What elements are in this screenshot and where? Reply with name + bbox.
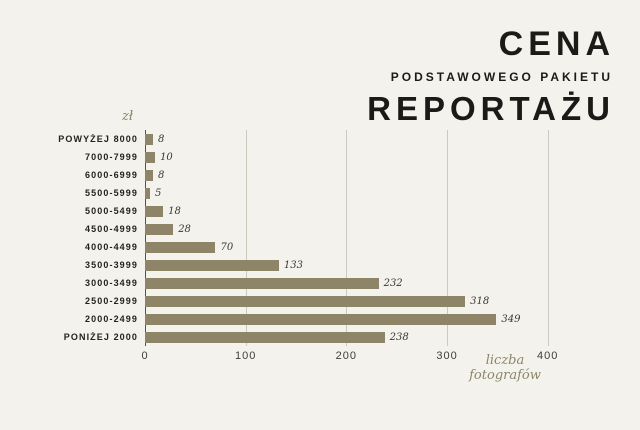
category-labels-column: POWYŻEJ 8000 7000-7999 6000-6999 5500-5999 5… xyxy=(0,130,138,346)
bar xyxy=(145,295,466,307)
x-tick-label: 0 xyxy=(141,350,149,362)
x-tick-label: 100 xyxy=(234,350,257,362)
bar xyxy=(145,187,151,199)
value-label: 318 xyxy=(470,295,490,307)
gridline xyxy=(245,130,247,346)
category-label: 5000-5499 xyxy=(85,206,138,216)
value-label: 70 xyxy=(220,241,234,253)
gridline xyxy=(447,130,449,346)
category-label: 5500-5999 xyxy=(85,188,138,198)
y-axis-unit-label: zł xyxy=(122,109,134,124)
value-label: 133 xyxy=(283,259,303,271)
bar-rows: 8 10 8 5 18 28 70 133 232 318 349 238 xyxy=(145,130,585,346)
chart-row: 5 xyxy=(145,184,585,202)
chart-row: 133 xyxy=(145,256,585,274)
chart-row: 10 xyxy=(145,148,585,166)
chart-row: 318 xyxy=(145,292,585,310)
title-line-cena: CENA xyxy=(498,25,615,63)
chart-row: 8 xyxy=(145,130,585,148)
category-label: 2500-2999 xyxy=(85,296,138,306)
chart-row: 70 xyxy=(145,238,585,256)
category-label: 6000-6999 xyxy=(85,170,138,180)
x-tick-label: 400 xyxy=(537,350,559,362)
bar xyxy=(145,277,379,289)
value-label: 28 xyxy=(178,223,191,235)
x-axis-unit-label: liczba fotografów xyxy=(469,353,541,383)
title-line-reportazu: REPORTAŻU xyxy=(367,90,615,128)
chart-row: 349 xyxy=(145,310,585,328)
category-label: 4000-4499 xyxy=(85,242,138,252)
gridline xyxy=(547,130,549,346)
bar xyxy=(145,169,154,181)
category-label: 3500-3999 xyxy=(85,260,138,270)
bar xyxy=(145,133,154,145)
bar xyxy=(145,331,385,343)
chart-row: 232 xyxy=(145,274,585,292)
bar xyxy=(145,241,216,253)
chart-row: 28 xyxy=(145,220,585,238)
value-label: 10 xyxy=(160,151,173,163)
chart-row: 238 xyxy=(145,328,585,346)
chart-row: 8 xyxy=(145,166,585,184)
title-block: CENA PODSTAWOWEGO PAKIETU REPORTAŻU xyxy=(367,25,613,128)
category-label: 3000-3499 xyxy=(85,278,138,288)
gridline xyxy=(346,130,348,346)
bar xyxy=(145,223,174,235)
bar xyxy=(145,259,279,271)
category-label: 7000-7999 xyxy=(85,152,138,162)
x-tick-label: 200 xyxy=(335,350,358,362)
category-label: PONIŻEJ 2000 xyxy=(63,332,138,342)
x-tick-label: 300 xyxy=(436,350,458,362)
bar xyxy=(145,205,164,217)
title-line-subtitle: PODSTAWOWEGO PAKIETU xyxy=(390,70,613,85)
value-label: 18 xyxy=(168,205,181,217)
category-label: POWYŻEJ 8000 xyxy=(58,134,138,144)
bar-chart: POWYŻEJ 8000 7000-7999 6000-6999 5500-5999 5… xyxy=(0,130,640,390)
value-label: 5 xyxy=(155,187,162,199)
value-label: 8 xyxy=(158,133,165,145)
value-label: 232 xyxy=(383,277,403,289)
chart-row: 18 xyxy=(145,202,585,220)
plot-area: 8 10 8 5 18 28 70 133 232 318 349 238 xyxy=(145,130,585,346)
y-axis-line xyxy=(145,130,146,346)
value-label: 8 xyxy=(158,169,165,181)
value-label: 238 xyxy=(389,331,409,343)
category-label: 4500-4999 xyxy=(85,224,138,234)
bar xyxy=(145,313,497,325)
category-label: 2000-2499 xyxy=(85,314,138,324)
x-axis-tick-labels: 0 100 200 300 400 xyxy=(141,350,585,366)
bar xyxy=(145,151,156,163)
value-label: 349 xyxy=(501,313,521,325)
